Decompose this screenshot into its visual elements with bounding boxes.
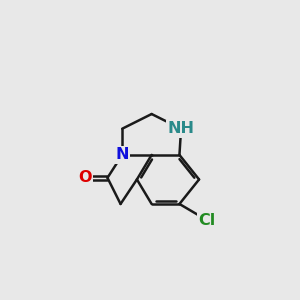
Text: O: O — [78, 170, 91, 185]
Text: NH: NH — [168, 121, 195, 136]
Text: N: N — [116, 147, 129, 162]
Text: Cl: Cl — [199, 213, 216, 228]
